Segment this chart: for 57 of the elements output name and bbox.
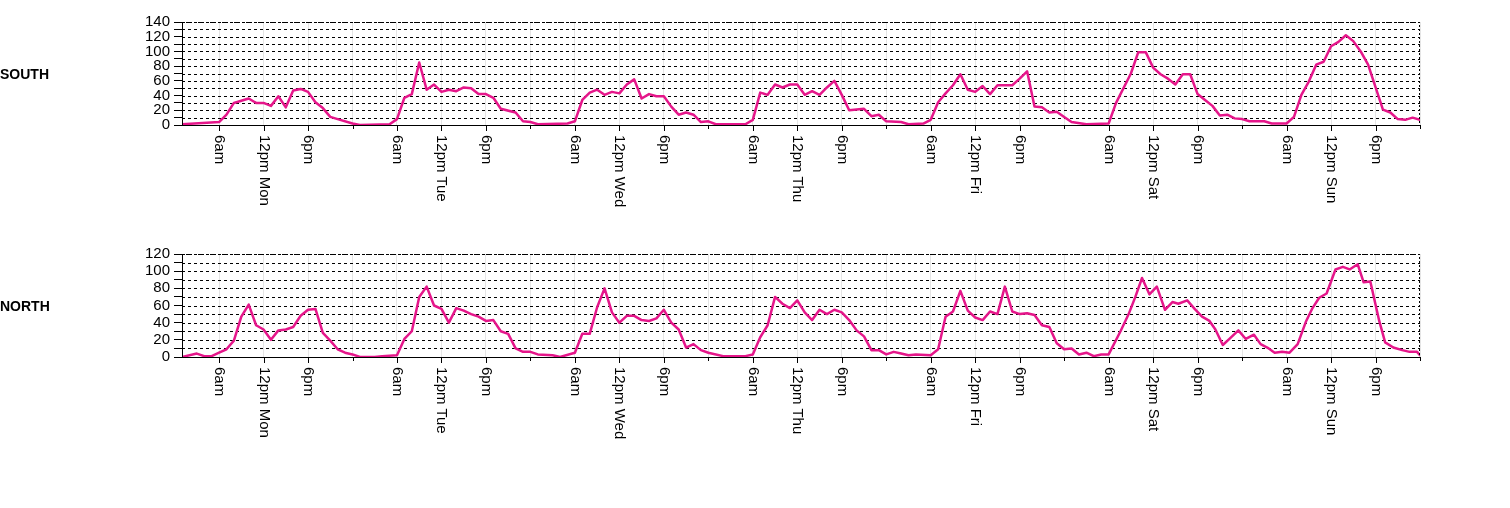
x-tick-label: 6am xyxy=(746,367,764,397)
y-tick-label: 120 xyxy=(144,244,170,262)
x-tick-label: 6pm xyxy=(301,367,319,397)
x-tick-label: 6am xyxy=(212,135,230,165)
x-tick-label: 12pm Wed xyxy=(612,135,630,208)
x-tick-label: 6am xyxy=(568,135,586,165)
x-tick-label: 12pm Thu xyxy=(790,135,808,203)
x-tick-label: 12pm Sun xyxy=(1324,367,1342,436)
x-tick-label: 6pm xyxy=(657,135,675,165)
x-tick-label: 6pm xyxy=(1369,135,1387,165)
y-tick-label: 40 xyxy=(153,312,170,330)
x-tick-label: 6pm xyxy=(657,367,675,397)
x-tick-label: 12pm Fri xyxy=(968,367,986,427)
x-tick-label: 6am xyxy=(924,135,942,165)
y-tick-label: 20 xyxy=(153,329,170,347)
x-tick-label: 12pm Tue xyxy=(434,367,452,434)
x-tick-label: 6am xyxy=(568,367,586,397)
x-tick-label: 12pm Mon xyxy=(257,367,275,438)
x-tick-label: 6pm xyxy=(835,135,853,165)
y-tick-label: 60 xyxy=(153,71,170,88)
x-tick-label: 12pm Sun xyxy=(1324,135,1342,204)
x-tick-label: 6pm xyxy=(1369,367,1387,397)
x-tick-label: 6am xyxy=(390,135,408,165)
y-tick-label: 20 xyxy=(153,100,170,118)
y-tick-label: 80 xyxy=(153,56,170,74)
x-tick-label: 6pm xyxy=(479,367,497,397)
x-tick-label: 6pm xyxy=(479,135,497,165)
y-tick-label: 40 xyxy=(153,85,170,103)
x-tick-label: 6am xyxy=(924,367,942,397)
x-tick-label: 6am xyxy=(1102,367,1120,397)
x-tick-label: 12pm Sat xyxy=(1146,135,1164,201)
x-tick-label: 6pm xyxy=(1013,135,1031,165)
y-axis-title: SOUTH xyxy=(0,65,49,82)
y-tick-label: 60 xyxy=(153,295,170,313)
x-tick-label: 6pm xyxy=(301,135,319,165)
y-tick-label: 100 xyxy=(144,261,170,279)
x-tick-label: 6am xyxy=(1280,135,1298,165)
x-tick-label: 6pm xyxy=(835,367,853,397)
x-tick-label: 6pm xyxy=(1191,135,1209,165)
x-tick-label: 12pm Thu xyxy=(790,367,808,435)
y-tick-label: 80 xyxy=(153,278,170,296)
x-tick-label: 6am xyxy=(1102,135,1120,165)
x-tick-label: 6am xyxy=(212,367,230,397)
x-tick-label: 6pm xyxy=(1013,367,1031,397)
x-tick-label: 6am xyxy=(390,367,408,397)
x-tick-label: 12pm Mon xyxy=(257,135,275,206)
x-tick-label: 6pm xyxy=(1191,367,1209,397)
y-tick-label: 100 xyxy=(144,41,170,59)
x-tick-label: 6am xyxy=(1280,367,1298,397)
x-tick-label: 6am xyxy=(746,135,764,165)
y-tick-label: 0 xyxy=(161,115,170,133)
x-tick-label: 12pm Sat xyxy=(1146,367,1164,433)
x-tick-label: 12pm Wed xyxy=(612,367,630,440)
x-tick-label: 12pm Fri xyxy=(968,135,986,195)
y-tick-label: 0 xyxy=(161,347,170,365)
x-tick-label: 12pm Tue xyxy=(434,135,452,202)
y-axis-title: NORTH xyxy=(0,297,50,314)
